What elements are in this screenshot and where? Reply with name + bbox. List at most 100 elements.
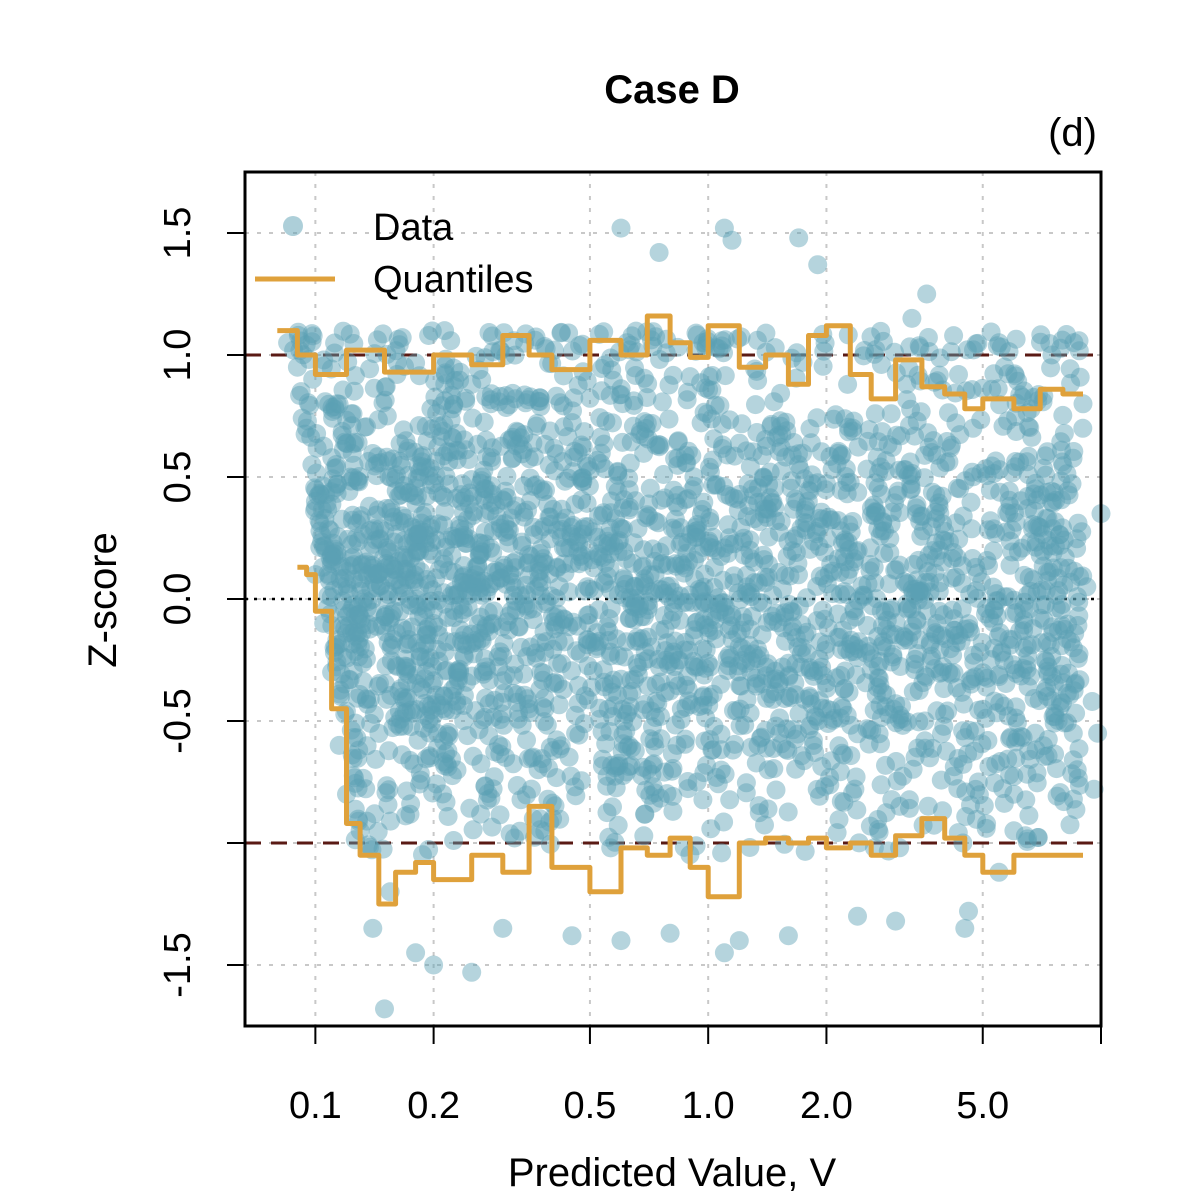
data-point xyxy=(833,698,853,718)
data-point xyxy=(632,766,652,786)
data-point xyxy=(881,404,901,424)
data-point xyxy=(927,614,947,633)
data-point xyxy=(313,476,333,496)
data-point xyxy=(302,324,322,344)
data-point xyxy=(565,705,585,725)
data-point xyxy=(758,567,778,587)
data-point xyxy=(1047,786,1067,806)
data-point xyxy=(422,419,442,439)
data-point xyxy=(702,740,722,760)
data-point xyxy=(348,634,368,654)
data-point xyxy=(694,665,714,685)
data-point xyxy=(930,663,950,683)
data-point xyxy=(657,633,677,653)
data-point xyxy=(489,735,508,755)
data-point xyxy=(643,717,662,737)
data-point xyxy=(479,577,499,597)
data-point xyxy=(677,453,697,473)
data-point xyxy=(343,505,363,525)
data-point xyxy=(799,686,819,706)
data-point xyxy=(839,682,859,702)
data-point xyxy=(772,734,792,754)
data-point xyxy=(743,486,763,505)
data-point xyxy=(376,656,396,676)
data-point xyxy=(785,729,805,749)
data-point xyxy=(587,527,607,547)
data-point xyxy=(631,421,650,441)
data-point xyxy=(563,462,583,482)
data-point xyxy=(532,749,552,769)
data-point xyxy=(664,582,684,602)
data-point xyxy=(370,529,390,549)
data-point xyxy=(835,661,855,681)
data-point xyxy=(624,610,644,630)
data-point xyxy=(918,328,938,347)
data-point xyxy=(470,545,490,565)
data-point xyxy=(902,579,922,599)
data-point xyxy=(596,411,616,431)
data-point xyxy=(419,541,439,561)
data-point xyxy=(328,474,347,494)
data-point xyxy=(744,573,764,593)
data-point xyxy=(519,449,539,469)
data-point xyxy=(482,817,502,837)
data-point xyxy=(327,483,347,503)
data-point xyxy=(881,600,901,620)
data-point xyxy=(1004,590,1024,610)
data-point xyxy=(684,656,704,676)
data-point xyxy=(589,546,609,566)
data-point xyxy=(535,594,555,614)
data-point xyxy=(840,642,860,662)
data-point xyxy=(972,734,992,754)
data-point xyxy=(836,459,856,479)
data-point xyxy=(873,512,893,531)
data-point xyxy=(493,671,513,691)
data-point xyxy=(450,620,470,640)
data-point xyxy=(1037,563,1057,582)
data-point xyxy=(548,674,568,694)
data-point xyxy=(518,694,538,714)
data-point xyxy=(366,505,386,525)
data-point xyxy=(804,531,824,551)
data-point xyxy=(590,709,610,729)
data-point xyxy=(351,581,371,601)
data-point xyxy=(695,731,715,751)
data-point xyxy=(548,653,568,673)
data-point xyxy=(533,754,552,774)
data-point xyxy=(419,525,439,545)
data-point xyxy=(349,604,369,624)
data-point xyxy=(703,450,723,470)
data-point xyxy=(325,343,345,363)
data-point xyxy=(979,556,998,576)
data-point xyxy=(803,736,823,755)
data-point xyxy=(458,726,477,746)
data-point xyxy=(610,385,630,405)
data-point xyxy=(660,923,680,943)
data-point xyxy=(1069,341,1089,361)
data-point xyxy=(1066,800,1086,820)
data-point xyxy=(1051,691,1070,711)
data-point xyxy=(744,552,764,572)
data-point xyxy=(307,463,326,483)
data-point xyxy=(823,584,843,604)
data-point xyxy=(959,901,978,921)
data-point xyxy=(380,555,400,575)
data-point xyxy=(925,502,945,522)
data-point xyxy=(894,460,914,480)
data-point xyxy=(737,690,757,709)
data-point xyxy=(675,734,695,754)
data-point xyxy=(612,742,632,761)
data-point xyxy=(337,562,357,581)
data-point xyxy=(1027,490,1047,510)
data-point xyxy=(1036,581,1056,601)
data-point xyxy=(876,685,896,705)
data-point xyxy=(897,594,917,614)
data-point xyxy=(531,397,551,416)
data-point xyxy=(659,409,679,429)
data-point xyxy=(543,741,563,761)
data-point xyxy=(454,686,474,705)
data-point xyxy=(1057,325,1076,344)
data-point xyxy=(379,741,399,761)
data-point xyxy=(462,634,482,653)
data-point xyxy=(459,529,479,549)
